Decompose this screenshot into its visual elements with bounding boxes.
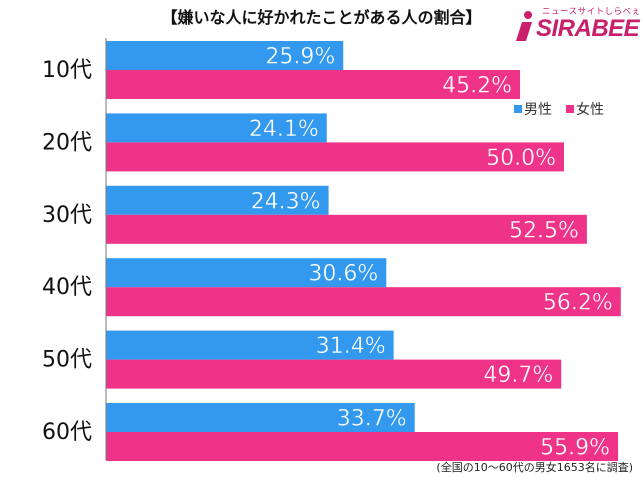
- logo-mark-icon: [516, 11, 532, 41]
- category-label: 60代: [42, 420, 92, 445]
- bar-female: [106, 70, 521, 99]
- chart-title: 【嫌いな人に好かれたことがある人の割合】: [161, 8, 482, 27]
- logo-text: SIRABEE: [536, 15, 640, 42]
- value-label-male: 31.4%: [316, 334, 386, 359]
- bar-male: [106, 403, 415, 432]
- bar-male: [106, 258, 387, 288]
- value-label-male: 33.7%: [337, 407, 407, 432]
- logo-subtitle: ニュースサイトしらべぇ: [542, 7, 641, 17]
- legend-swatch-male: [514, 105, 522, 113]
- category-label: 50代: [42, 348, 92, 373]
- sirabee-logo: ニュースサイトしらべぇ SIRABEE: [508, 4, 641, 48]
- value-label-female: 56.2%: [543, 291, 613, 316]
- value-label-male: 24.1%: [249, 117, 319, 142]
- legend-label-female: 女性: [576, 101, 604, 118]
- bar-female: [106, 432, 619, 461]
- category-label: 20代: [42, 130, 92, 155]
- bar-male: [106, 113, 327, 143]
- bar-female: [106, 142, 564, 172]
- value-label-male: 30.6%: [308, 262, 378, 287]
- category-label: 30代: [42, 203, 92, 228]
- value-label-female: 55.9%: [540, 436, 610, 461]
- category-label: 10代: [42, 58, 92, 83]
- value-label-female: 52.5%: [509, 218, 579, 243]
- category-label: 40代: [42, 275, 92, 300]
- bar-male: [106, 185, 329, 215]
- value-label-male: 25.9%: [265, 45, 335, 70]
- bar-female: [106, 287, 621, 317]
- bar-female: [106, 359, 562, 389]
- value-label-male: 24.3%: [251, 189, 321, 214]
- value-label-female: 50.0%: [486, 146, 556, 171]
- legend-label-male: 男性: [524, 102, 552, 118]
- legend-swatch-female: [566, 105, 574, 113]
- footnote: (全国の10～60代の男女1653名に調査): [436, 461, 633, 474]
- bar-male: [106, 330, 394, 360]
- bar-male: [106, 41, 344, 70]
- value-label-female: 45.2%: [442, 74, 512, 99]
- bar-female: [106, 214, 587, 244]
- value-label-female: 49.7%: [483, 363, 553, 388]
